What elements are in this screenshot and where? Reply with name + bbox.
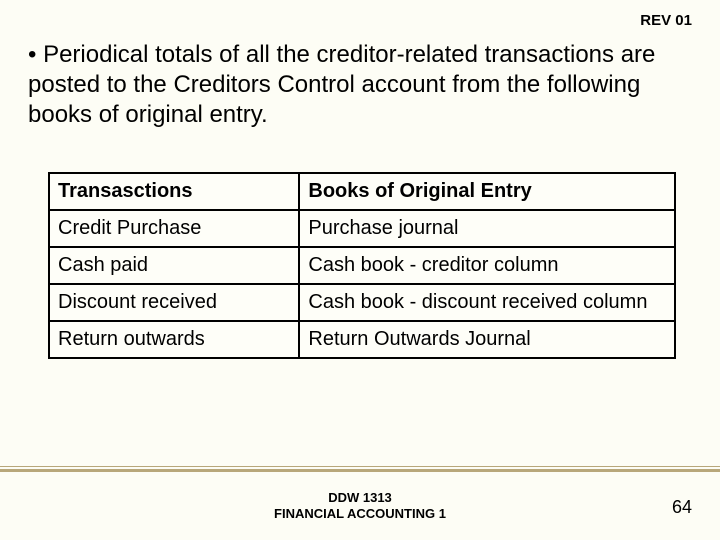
course-code: DDW 1313	[328, 490, 392, 505]
table-cell: Discount received	[49, 284, 299, 321]
table-header-transactions: Transasctions	[49, 173, 299, 210]
bullet-paragraph: • Periodical totals of all the creditor-…	[28, 40, 680, 130]
table-cell: Credit Purchase	[49, 210, 299, 247]
revision-label: REV 01	[640, 12, 692, 29]
footer-course: DDW 1313 FINANCIAL ACCOUNTING 1	[0, 490, 720, 523]
course-name: FINANCIAL ACCOUNTING 1	[274, 506, 446, 521]
table-cell: Return Outwards Journal	[299, 321, 675, 358]
table-cell: Purchase journal	[299, 210, 675, 247]
table-cell: Cash paid	[49, 247, 299, 284]
table-row: Credit Purchase Purchase journal	[49, 210, 675, 247]
table-cell: Return outwards	[49, 321, 299, 358]
footer-divider	[0, 466, 720, 476]
page-number: 64	[672, 497, 692, 518]
table-cell: Cash book - discount received column	[299, 284, 675, 321]
table-header-books: Books of Original Entry	[299, 173, 675, 210]
table-row: Return outwards Return Outwards Journal	[49, 321, 675, 358]
table-row: Discount received Cash book - discount r…	[49, 284, 675, 321]
table-cell: Cash book - creditor column	[299, 247, 675, 284]
table-row: Cash paid Cash book - creditor column	[49, 247, 675, 284]
transactions-table: Transasctions Books of Original Entry Cr…	[48, 172, 676, 359]
